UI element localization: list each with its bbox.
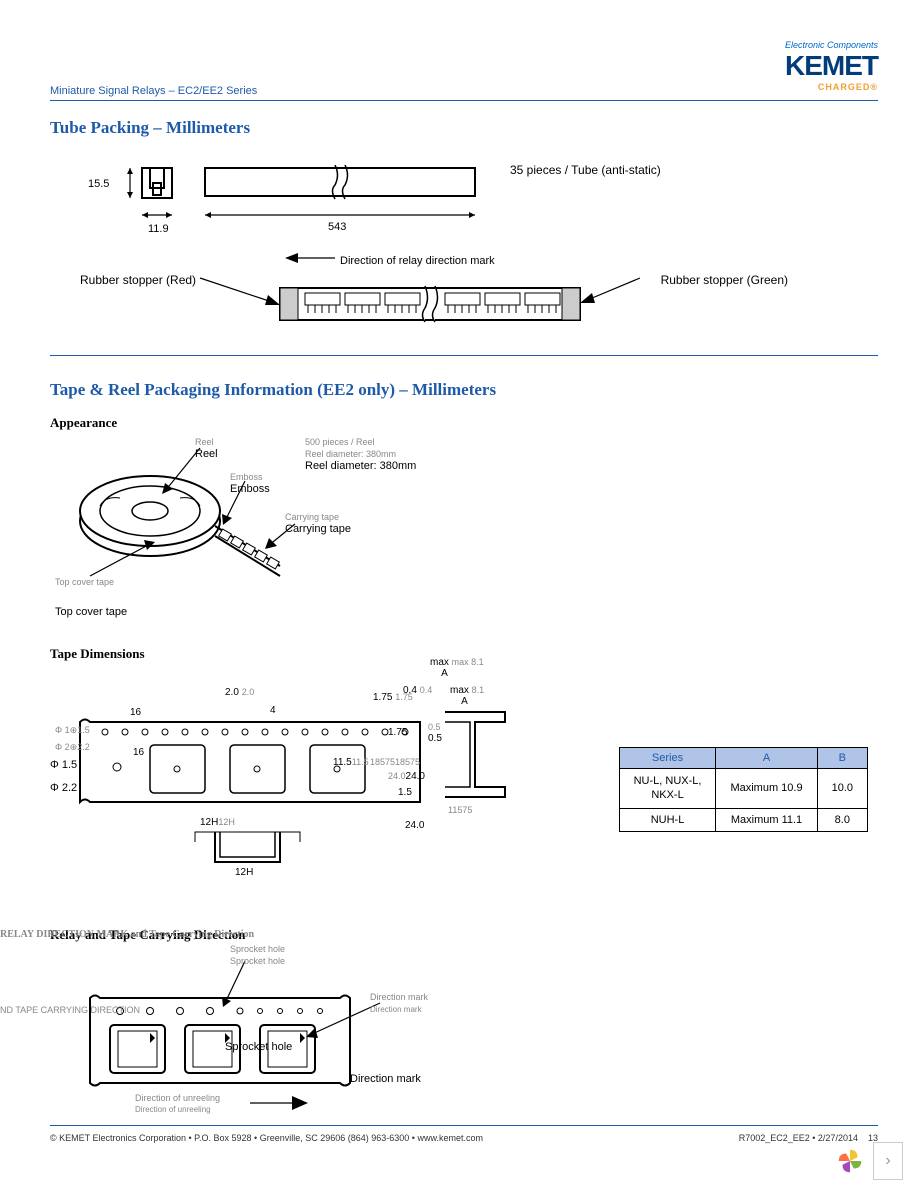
dim-phi22-over: Φ 2⊕2.2 — [55, 742, 90, 753]
divider-mid — [50, 355, 878, 356]
tube-assembly-svg — [80, 253, 840, 333]
dim-phi22: Φ 2.2 — [50, 782, 77, 794]
dim-24b: 24.0 — [405, 820, 424, 831]
sprocket-hole-label2: Sprocket hole — [225, 1041, 292, 1053]
dim-16: 16 — [130, 707, 141, 718]
th-b: B — [817, 748, 867, 769]
divider-top — [50, 100, 878, 101]
dim-maxa2: max 8.1 A — [450, 685, 484, 707]
dim-width: 11.9 — [148, 223, 169, 235]
tagline: Electronic Components — [785, 40, 878, 50]
carrying-tape-label: Carrying tape Carrying tape — [285, 511, 351, 535]
direction-mark-label: Direction mark — [350, 1073, 421, 1085]
table-row: NU-L, NUX-L,NKX-L Maximum 10.9 10.0 — [619, 769, 867, 809]
dim-04: 0.4 0.4 — [403, 685, 432, 696]
th-a: A — [716, 748, 817, 769]
footer: © KEMET Electronics Corporation • P.O. B… — [50, 1133, 878, 1143]
section-tube-packing: Tube Packing – Millimeters 15.5 11.9 — [50, 118, 878, 373]
carrying-direction-overprint: ND TAPE CARRYING DIRECTION — [0, 1005, 140, 1016]
cell-a: Maximum 11.1 — [716, 808, 817, 831]
dim-18575: 1857518575 — [370, 757, 420, 767]
cell-b: 10.0 — [817, 769, 867, 809]
table-row: NUH-L Maximum 11.1 8.0 — [619, 808, 867, 831]
dim-2: 2.0 2.0 — [225, 687, 254, 698]
tube-note: 35 pieces / Tube (anti-static) — [510, 163, 661, 177]
header-logo: Electronic Components KEMET CHARGED® — [785, 40, 878, 92]
sprocket-hole-label: Sprocket hole Sprocket hole — [230, 943, 285, 967]
section-tape-reel: Tape & Reel Packaging Information (EE2 o… — [50, 380, 878, 1123]
tape-dimensions-diagram: Φ 1⊕1.5 Φ 2⊕2.2 Φ 1.5 Φ 2.2 16 2.0 2.0 4… — [50, 667, 878, 927]
breadcrumb: Miniature Signal Relays – EC2/EE2 Series — [50, 85, 257, 97]
th-series: Series — [619, 748, 716, 769]
appearance-heading: Appearance — [50, 415, 878, 431]
dim-12h2: 12H — [235, 867, 253, 878]
next-page-button[interactable]: › — [873, 1142, 903, 1180]
direction-heading: RELAY DIRECTION MARK and Tape Carrying D… — [50, 927, 878, 943]
dim-height: 15.5 — [88, 178, 109, 190]
dim-4: 4 — [270, 705, 276, 716]
dim-length: 543 — [328, 221, 346, 233]
cell-series: NUH-L — [619, 808, 716, 831]
dim-115: 11.511.5 — [333, 757, 369, 768]
dim-24a: 24.024.0 — [388, 771, 425, 782]
unreeling-label: Direction of unreeling Direction of unre… — [135, 1093, 220, 1115]
reel-label: Reel Reel — [195, 436, 218, 460]
section1-title: Tube Packing – Millimeters — [50, 118, 878, 138]
footer-left: © KEMET Electronics Corporation • P.O. B… — [50, 1133, 483, 1143]
direction-svg — [70, 943, 470, 1113]
reel-svg — [50, 436, 310, 596]
nav-corner: › — [835, 1142, 903, 1180]
dim-phi15: Φ 1⊕1.5 — [55, 725, 90, 736]
top-cover-tape-label: Top cover tape — [55, 576, 114, 588]
reel-info: 500 pieces / Reel Reel diameter: 380mm R… — [305, 436, 416, 472]
charged-tag: CHARGED® — [785, 82, 878, 92]
direction-diagram: Sprocket hole Sprocket hole ND TAPE CARR… — [50, 943, 878, 1123]
dim-phi15b: Φ 1.5 — [50, 759, 77, 771]
dim-11575: 11575 — [448, 805, 472, 815]
divider-footer — [50, 1125, 878, 1126]
reel-diagram: Reel Reel Emboss Emboss Carrying tape Ca… — [50, 436, 878, 636]
cell-a: Maximum 10.9 — [716, 769, 817, 809]
cell-series: NU-L, NUX-L,NKX-L — [619, 769, 716, 809]
tube-diagram: 15.5 11.9 543 35 pieces / Tube (anti-sta… — [50, 153, 878, 373]
section2-title: Tape & Reel Packaging Information (EE2 o… — [50, 380, 878, 400]
emboss-label: Emboss Emboss — [230, 471, 270, 495]
dim-15b: 1.5 — [398, 787, 412, 798]
dim-maxa1: max max 8.1 A — [430, 657, 484, 679]
series-table: Series A B NU-L, NUX-L,NKX-L Maximum 10.… — [619, 747, 868, 832]
dim-175b: 1.75 — [388, 727, 407, 738]
pinwheel-icon — [835, 1146, 865, 1176]
top-cover-tape-label2: Top cover tape — [55, 606, 127, 618]
dim-05: 0.50.5 — [428, 722, 442, 744]
dim-16b: 16 — [133, 747, 144, 758]
table-header-row: Series A B — [619, 748, 867, 769]
brand-name: KEMET — [785, 50, 878, 82]
cell-b: 8.0 — [817, 808, 867, 831]
direction-mark-label-over: Direction mark Direction mark — [370, 991, 428, 1015]
dim-12h: 12H12H — [200, 817, 235, 828]
